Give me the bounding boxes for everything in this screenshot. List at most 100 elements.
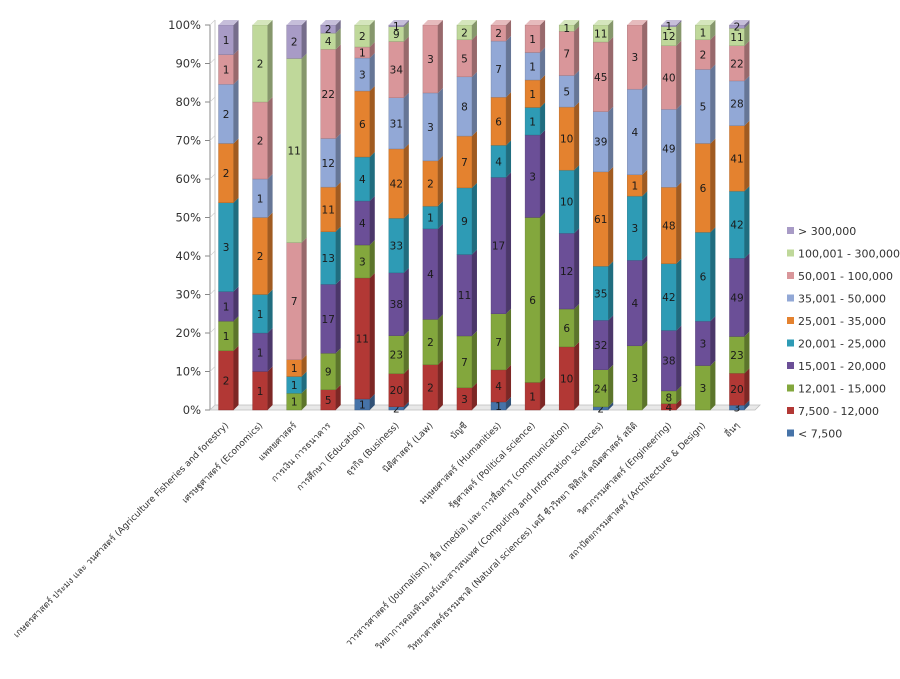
bar-segment-side: [744, 75, 750, 126]
data-label: 42: [390, 179, 403, 191]
bar-segment-side: [437, 314, 443, 365]
bar-top-face: [320, 20, 341, 25]
bar-segment-side: [710, 316, 716, 366]
bar-top-face: [456, 20, 477, 25]
bar-top-face: [252, 20, 273, 25]
data-label: 48: [662, 220, 675, 232]
bar-segment-side: [233, 49, 239, 85]
data-label: 12: [560, 266, 573, 278]
data-label: 1: [291, 380, 298, 392]
data-label: 2: [393, 403, 400, 415]
bar-stack: 2 20 23 38 33 42 31 34 91: [388, 20, 409, 415]
data-label: 6: [700, 183, 707, 195]
bar-segment-side: [369, 42, 375, 58]
data-label: 4: [325, 36, 332, 48]
data-label: 7: [563, 48, 570, 60]
bar-segment-side: [710, 227, 716, 322]
bar-top-face: [354, 20, 375, 25]
bar-segment-side: [710, 64, 716, 144]
legend-item: 20,001 - 25,000: [787, 338, 886, 351]
bar-segment-side: [574, 102, 580, 171]
legend-item: 100,001 - 300,000: [787, 248, 900, 261]
bar-segment-side: [710, 360, 716, 410]
data-label: 17: [322, 314, 335, 326]
bar-segment-side: [506, 396, 512, 410]
bar-segment-side: [676, 182, 682, 264]
bar-stack: 3 7 11 9 7 8 5 2: [456, 20, 477, 411]
legend-item: > 300,000: [787, 225, 856, 238]
data-label: 12: [322, 158, 335, 170]
bar-segment-side: [301, 354, 307, 377]
data-label: 2: [257, 59, 264, 71]
bar-segment-side: [676, 325, 682, 391]
data-label: 5: [461, 53, 468, 65]
data-label: 1: [223, 35, 230, 47]
bar-segment-side: [574, 304, 580, 347]
data-label: 7: [495, 64, 502, 76]
bar-segment-side: [608, 20, 614, 43]
data-label: 32: [594, 340, 607, 352]
x-category-label: การเงิน การธนาคาร: [269, 420, 333, 484]
data-label: 1: [223, 331, 230, 343]
bar-top-face: [661, 20, 682, 25]
bar-segment-side: [574, 70, 580, 108]
bar-segment-side: [608, 37, 614, 112]
bar-segment-side: [403, 36, 409, 98]
bar-segment-side: [335, 20, 341, 34]
bar-segment-side: [642, 340, 648, 410]
bar-segment-side: [574, 165, 580, 234]
data-label: 42: [662, 292, 675, 304]
bar-segment-side: [369, 53, 375, 91]
bar-segment-side: [233, 197, 239, 292]
data-label: 6: [563, 323, 570, 335]
data-label: 1: [529, 61, 536, 73]
y-tick-label: 90%: [175, 57, 201, 71]
data-label: 4: [495, 156, 502, 168]
data-label: 22: [730, 58, 743, 70]
data-label: 33: [390, 241, 403, 253]
data-label: 11: [322, 204, 335, 216]
data-label: 49: [662, 143, 675, 155]
bar-segment-side: [642, 255, 648, 346]
legend-swatch: [787, 339, 794, 347]
data-label: 11: [458, 290, 471, 302]
bar-segment-side: [471, 249, 477, 336]
legend-swatch: [787, 317, 794, 324]
bar-segment-side: [642, 20, 648, 90]
bar-segment-side: [710, 138, 716, 233]
legend-label: 15,001 - 20,000: [798, 360, 886, 373]
data-label: 10: [560, 373, 573, 385]
bar-segment-side: [540, 102, 546, 135]
y-tick-label: 20%: [175, 326, 201, 340]
bar-segment-side: [608, 166, 614, 267]
legend-label: 25,001 - 35,000: [798, 315, 886, 328]
bar-stack: 1 1 1 2 1 2 2: [252, 20, 273, 411]
data-label: 1: [291, 363, 298, 375]
data-label: 12: [662, 31, 675, 43]
x-category-label: บัญชี: [448, 420, 470, 442]
data-label: 61: [594, 214, 607, 226]
data-label: 1: [223, 301, 230, 313]
legend-swatch: [787, 384, 794, 392]
data-label: 2: [495, 28, 502, 40]
data-label: 3: [631, 373, 638, 385]
bar-segment-side: [335, 44, 341, 139]
bar-top-face: [422, 20, 443, 25]
data-label: 5: [325, 395, 332, 407]
bar-segment-side: [540, 47, 546, 80]
bar-segment-side: [608, 261, 614, 321]
data-label: 49: [730, 292, 743, 304]
bar-top-face: [525, 20, 546, 25]
legend-item: 50,001 - 100,000: [787, 270, 893, 283]
y-tick-label: 40%: [175, 249, 201, 263]
data-label: 9: [325, 367, 332, 379]
bar-stack: 48 38 42 48 49 40 121: [661, 20, 682, 414]
bar-segment-side: [437, 201, 443, 229]
data-label: 10: [560, 134, 573, 146]
bar-segment-side: [403, 401, 409, 410]
bar-segment-side: [335, 226, 341, 285]
data-label: 3: [734, 403, 741, 415]
bar-segment-side: [642, 84, 648, 175]
